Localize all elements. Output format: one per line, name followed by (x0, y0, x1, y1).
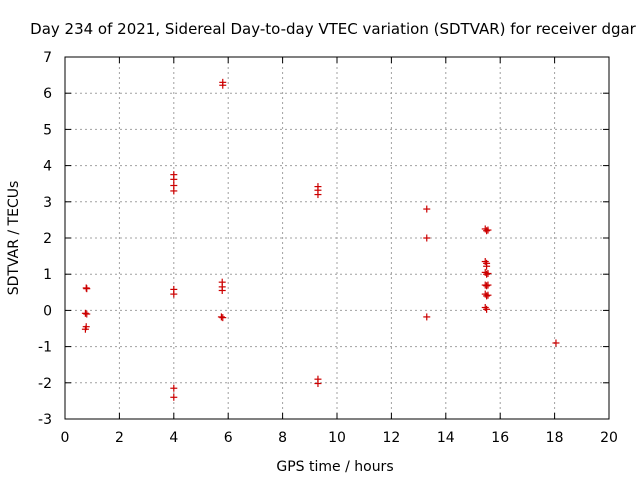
data-point (484, 291, 492, 299)
data-point (81, 325, 89, 333)
x-axis: 0 2 4 6 8 10 12 14 16 18 20 (61, 57, 618, 446)
data-point (483, 262, 491, 270)
data-point (483, 270, 491, 278)
x-axis-title: GPS time / hours (276, 459, 393, 475)
data-point (552, 339, 560, 347)
data-point (314, 380, 322, 388)
data-point (83, 285, 91, 293)
data-point (218, 286, 226, 294)
y-tick-label: 0 (43, 303, 52, 319)
data-point (81, 309, 89, 317)
data-point (484, 281, 492, 289)
y-axis: -3 -2 -1 0 1 2 3 4 5 6 7 (38, 50, 609, 428)
y-tick-label: 5 (43, 122, 52, 138)
y-tick-label: 3 (43, 195, 52, 211)
x-tick-label: 12 (382, 430, 400, 446)
x-tick-label: 8 (278, 430, 287, 446)
y-tick-label: -1 (38, 340, 52, 356)
data-point (170, 175, 178, 183)
data-points (81, 78, 560, 401)
data-point (481, 304, 489, 312)
data-point (483, 305, 491, 313)
data-point (314, 191, 322, 199)
y-tick-label: 6 (43, 86, 52, 102)
data-point (219, 81, 227, 89)
data-point (170, 393, 178, 401)
data-point (423, 205, 431, 213)
x-tick-label: 14 (437, 430, 455, 446)
data-point (483, 292, 491, 300)
data-point (83, 310, 91, 318)
y-tick-label: -3 (38, 412, 52, 428)
data-point (484, 269, 492, 277)
x-tick-label: 2 (115, 430, 124, 446)
data-point (423, 313, 431, 321)
grid-lines (65, 57, 609, 419)
x-tick-label: 0 (61, 430, 70, 446)
x-tick-label: 18 (546, 430, 564, 446)
x-tick-label: 16 (491, 430, 509, 446)
data-point (170, 290, 178, 298)
data-point (484, 226, 492, 234)
y-tick-label: 2 (43, 231, 52, 247)
x-tick-label: 10 (328, 430, 346, 446)
x-tick-label: 4 (169, 430, 178, 446)
y-tick-label: 4 (43, 159, 52, 175)
chart-title: Day 234 of 2021, Sidereal Day-to-day VTE… (30, 20, 637, 38)
data-point (219, 314, 227, 322)
data-point (170, 384, 178, 392)
data-point (170, 187, 178, 195)
data-point (481, 258, 489, 266)
y-tick-label: 7 (43, 50, 52, 66)
y-tick-label: 1 (43, 267, 52, 283)
data-point (483, 227, 491, 235)
data-point (483, 282, 491, 290)
y-axis-title: SDTVAR / TECUs (6, 181, 22, 296)
x-tick-label: 20 (600, 430, 618, 446)
y-tick-label: -2 (38, 376, 52, 392)
data-point (217, 313, 225, 321)
data-point (423, 234, 431, 242)
x-tick-label: 6 (224, 430, 233, 446)
